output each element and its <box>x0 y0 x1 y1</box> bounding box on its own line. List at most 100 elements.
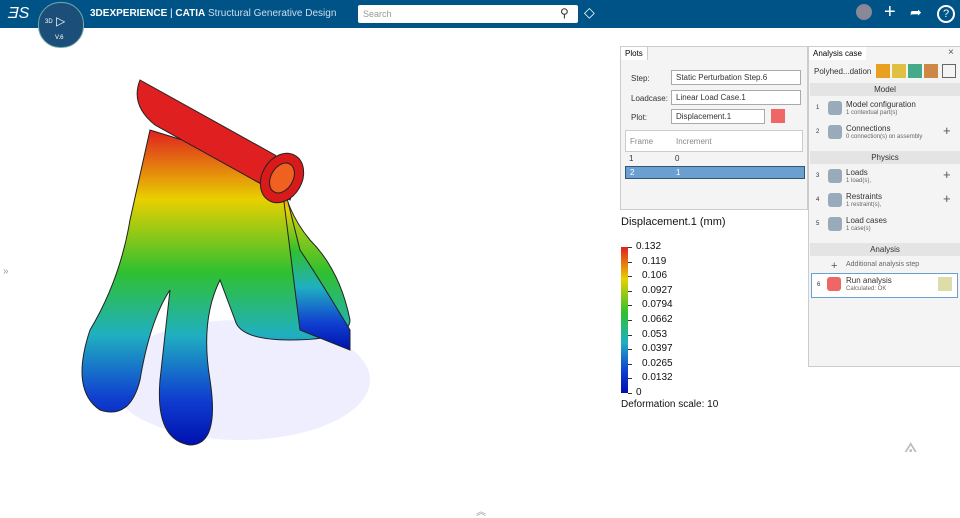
axis-triad: ⟑ <box>904 432 918 457</box>
section-band: Model <box>810 83 960 96</box>
legend-value: 0.119 <box>642 255 667 267</box>
item-name[interactable]: Restraints <box>846 192 883 201</box>
legend-value: 0.0397 <box>642 343 673 355</box>
item-icon[interactable] <box>828 169 842 183</box>
additional-step[interactable]: Additional analysis step <box>846 261 920 268</box>
share-icon[interactable]: ➦ <box>910 4 922 20</box>
search-box[interactable]: Search ⚲ <box>358 5 578 23</box>
case-icon[interactable] <box>908 64 922 78</box>
item-icon[interactable] <box>828 101 842 115</box>
legend-value: 0.053 <box>642 328 668 340</box>
search-icon[interactable]: ⚲ <box>560 6 569 20</box>
model-leg <box>279 169 351 351</box>
legend-tick <box>628 320 632 321</box>
field-select[interactable]: Static Perturbation Step.6 <box>671 70 801 85</box>
item-index: 1 <box>816 105 820 111</box>
field-select[interactable]: Displacement.1 <box>671 109 765 124</box>
table-cell: 0 <box>675 154 680 163</box>
legend-tick <box>628 247 632 248</box>
item-name[interactable]: Loads <box>846 168 868 177</box>
help-icon[interactable]: ? <box>937 5 955 23</box>
item-icon[interactable] <box>828 217 842 231</box>
legend-tick <box>628 276 632 278</box>
item-name[interactable]: Model configuration <box>846 100 916 109</box>
section-band: Physics <box>810 151 960 164</box>
app-title: Structural Generative Design <box>208 8 337 19</box>
case-name: Polyhed...dation <box>814 67 872 76</box>
add-button[interactable]: + <box>943 167 951 182</box>
case-icon[interactable] <box>924 64 938 78</box>
item-index: 2 <box>816 129 820 135</box>
model-view <box>81 79 370 446</box>
item-detail: 1 restraint(s), <box>846 202 882 208</box>
table-cell: 1 <box>629 154 634 163</box>
analysis-tab[interactable]: Analysis case <box>809 47 866 60</box>
analysis-panel: Analysis case × Polyhed...dation Model 1 M… <box>808 46 960 367</box>
item-icon[interactable] <box>828 125 842 139</box>
legend-title: Displacement.1 (mm) <box>621 216 726 228</box>
legend-tick <box>628 305 632 307</box>
table-cell: 1 <box>676 168 681 177</box>
run-analysis[interactable]: 6 Run analysis Calculated: OK <box>811 273 958 298</box>
plot-settings-icon[interactable] <box>771 109 785 123</box>
item-detail: 0 connection(s) on assembly <box>846 134 923 140</box>
legend-value: 0.0794 <box>642 299 673 311</box>
legend-tick <box>628 261 632 263</box>
add-button[interactable]: + <box>943 191 951 206</box>
legend-tick <box>628 393 632 394</box>
item-index: 5 <box>816 221 820 227</box>
item-index: 3 <box>816 173 820 179</box>
section-band: Analysis <box>810 243 960 256</box>
compass-play: ▷ <box>56 14 66 28</box>
legend-tick <box>628 363 632 365</box>
legend-value: 0.0662 <box>642 314 673 325</box>
item-detail: Calculated: OK <box>846 286 887 292</box>
header-frame: Frame <box>630 137 654 146</box>
model-body <box>81 129 351 446</box>
legend-value: 0.132 <box>636 241 662 252</box>
item-index: 6 <box>817 282 821 288</box>
compass-bottom: V.6 <box>55 35 64 41</box>
legend-value: 0 <box>636 387 642 398</box>
search-placeholder: Search <box>363 9 392 19</box>
item-name[interactable]: Connections <box>846 124 891 133</box>
header-increment: Increment <box>676 137 712 146</box>
add-step-icon[interactable]: + <box>831 260 838 272</box>
plots-panel: Plots Step: Static Perturbation Step.6 Loa… <box>620 46 808 210</box>
add-button[interactable]: + <box>943 123 951 138</box>
case-icon[interactable] <box>892 64 906 78</box>
add-icon[interactable]: + <box>884 1 896 23</box>
item-icon <box>827 277 841 291</box>
run-button[interactable] <box>938 277 952 291</box>
plots-tab[interactable]: Plots <box>621 47 648 60</box>
item-name[interactable]: Load cases <box>846 216 887 225</box>
field-select[interactable]: Linear Load Case.1 <box>671 89 801 105</box>
field-label: Step: <box>631 74 650 83</box>
tag-icon[interactable]: ◇ <box>584 4 595 20</box>
legend-tick <box>628 349 632 351</box>
case-icon[interactable] <box>876 64 890 78</box>
table-cell: 2 <box>630 168 635 177</box>
table-header: Frame Increment <box>625 130 803 152</box>
avatar[interactable] <box>856 4 872 20</box>
field-label: Plot: <box>631 113 648 122</box>
item-icon[interactable] <box>828 193 842 207</box>
compass-top: 3D <box>45 19 53 25</box>
bottom-expander[interactable]: ︽ <box>476 507 486 518</box>
logo[interactable]: ƎS <box>8 5 30 22</box>
tube-hole <box>269 162 295 194</box>
item-name: Run analysis <box>846 276 892 285</box>
legend-tick <box>628 378 632 380</box>
legend-tick <box>628 290 632 292</box>
field-label: Loadcase: <box>631 93 668 103</box>
compass[interactable]: 3D ▷ V.6 <box>38 2 84 48</box>
item-detail: 1 case(s) <box>846 226 871 232</box>
close-button[interactable]: × <box>948 47 954 58</box>
legend-footer: Deformation scale: 10 <box>621 399 719 410</box>
case-icon[interactable] <box>942 64 956 78</box>
legend-value: 0.0265 <box>642 357 673 369</box>
left-expander[interactable]: » <box>3 266 9 277</box>
